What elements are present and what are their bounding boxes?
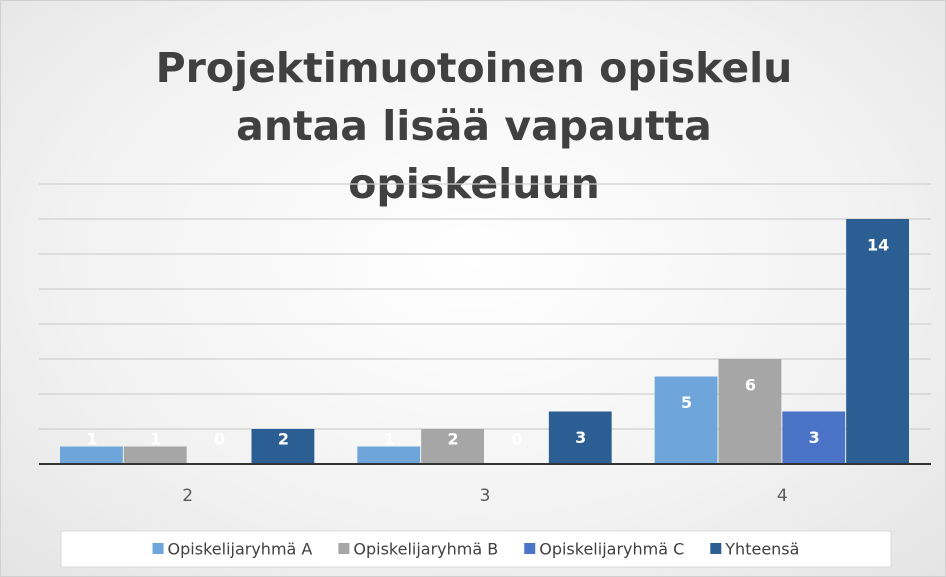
legend: Opiskelijaryhmä A Opiskelijaryhmä B Opiske… <box>60 530 892 568</box>
bar <box>60 446 123 464</box>
bar <box>123 446 187 464</box>
bar <box>357 446 421 464</box>
data-label: 6 <box>745 376 756 395</box>
legend-label: Opiskelijaryhmä A <box>168 540 313 559</box>
data-label: 1 <box>86 430 97 449</box>
bar <box>251 429 315 464</box>
data-label: 14 <box>867 236 889 255</box>
bar <box>846 219 909 464</box>
bar <box>421 429 484 464</box>
legend-swatch <box>710 543 722 554</box>
legend-swatch <box>338 543 350 554</box>
x-tick-label: 2 <box>182 486 193 506</box>
legend-swatch <box>152 543 164 554</box>
legend-label: Opiskelijaryhmä B <box>353 540 498 559</box>
legend-label: Yhteensä <box>724 540 799 559</box>
bar <box>548 411 612 464</box>
data-label: 2 <box>448 430 459 449</box>
data-label: 0 <box>511 430 522 449</box>
data-label: 1 <box>384 430 395 449</box>
bar <box>654 376 718 464</box>
data-label: 5 <box>681 393 692 412</box>
bar <box>718 359 782 464</box>
data-label: 1 <box>150 430 161 449</box>
x-tick-label: 3 <box>480 486 491 506</box>
x-tick-label: 4 <box>777 486 788 506</box>
data-label: 0 <box>214 430 225 449</box>
legend-swatch <box>524 543 536 554</box>
legend-box <box>60 530 892 568</box>
data-label: 3 <box>809 428 820 447</box>
data-label: 3 <box>575 428 586 447</box>
chart-title: Projektimuotoinen opiskelu antaa lisää v… <box>155 44 793 208</box>
bar <box>782 411 846 464</box>
legend-label: Opiskelijaryhmä C <box>539 540 684 559</box>
data-label: 2 <box>278 430 289 449</box>
